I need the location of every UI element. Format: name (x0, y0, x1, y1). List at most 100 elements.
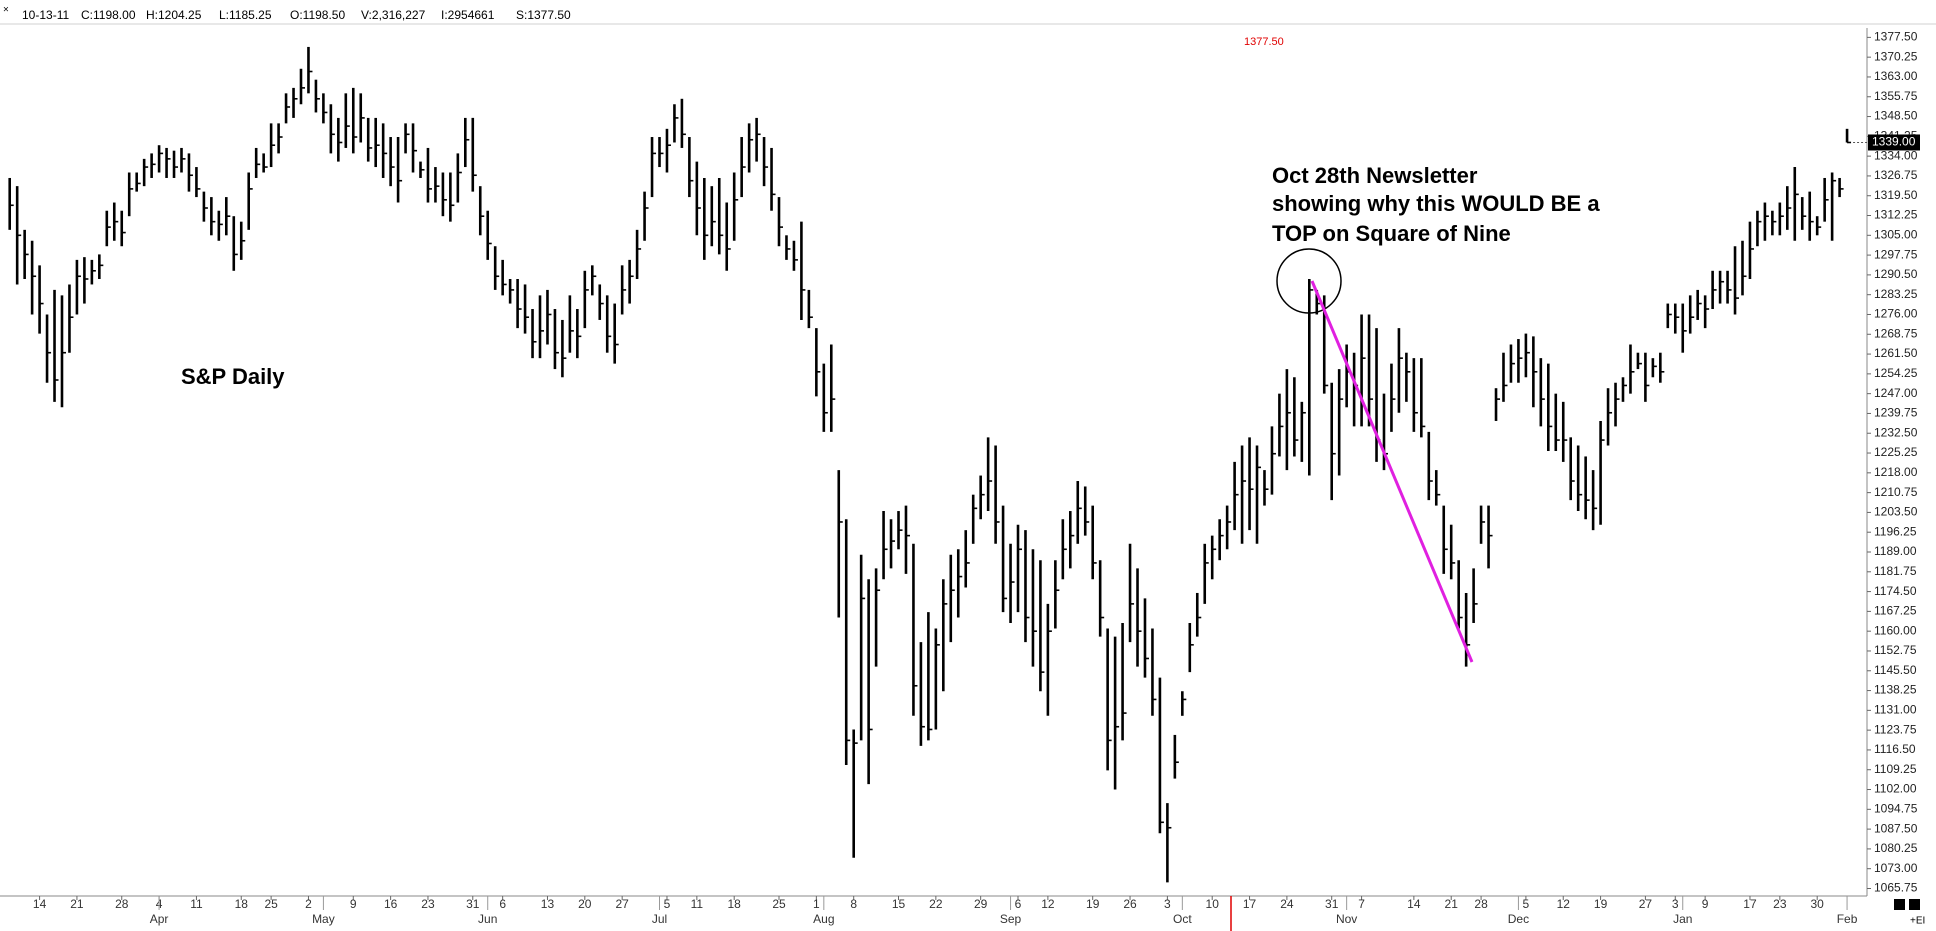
x-tick-label: 5 (1523, 897, 1530, 911)
status-item: L:1185.25 (219, 8, 272, 22)
close-button[interactable]: × (3, 5, 9, 16)
annotation: TOP on Square of Nine (1272, 221, 1511, 246)
y-tick-label: 1116.50 (1874, 742, 1916, 756)
last-price-box (1868, 134, 1920, 151)
x-tick-label: 8 (850, 897, 857, 911)
y-tick-label: 1297.75 (1874, 247, 1918, 261)
y-tick-label: 1370.25 (1874, 49, 1918, 63)
y-tick-label: 1196.25 (1874, 524, 1917, 538)
month-label: Jun (478, 912, 497, 926)
status-item: H:1204.25 (146, 8, 202, 22)
month-label: Apr (150, 912, 169, 926)
annotation: showing why this WOULD BE a (1272, 191, 1600, 216)
status-item: S:1377.50 (516, 8, 571, 22)
status-item: I:2954661 (441, 8, 495, 22)
y-tick-label: 1261.50 (1874, 346, 1918, 360)
y-tick-label: 1160.00 (1874, 623, 1917, 637)
x-tick-label: 16 (384, 897, 398, 911)
highlight-circle (1276, 248, 1342, 314)
y-tick-label: 1065.75 (1874, 881, 1918, 895)
y-tick-label: 1312.25 (1874, 208, 1918, 222)
x-tick-label: 23 (421, 897, 435, 911)
y-tick-label: 1102.00 (1874, 782, 1917, 796)
month-label: Oct (1173, 912, 1192, 926)
x-tick-label: 17 (1243, 897, 1257, 911)
last-price-label: 1339.00 (1872, 135, 1916, 149)
cursor-label: 1377.50 (1244, 36, 1284, 48)
y-tick-label: 1087.50 (1874, 821, 1918, 835)
x-tick-label: 27 (615, 897, 629, 911)
x-tick-label: 27 (1639, 897, 1653, 911)
month-label: Jul (652, 912, 667, 926)
y-tick-label: 1218.00 (1874, 465, 1918, 479)
month-label: Jan (1673, 912, 1692, 926)
x-tick-label: 11 (190, 897, 203, 911)
x-tick-label: 7 (1358, 897, 1365, 911)
x-tick-label: 14 (33, 897, 47, 911)
y-tick-label: 1363.00 (1874, 69, 1918, 83)
y-tick-label: 1268.75 (1874, 326, 1918, 340)
x-tick-label: 6 (499, 897, 506, 911)
y-tick-label: 1080.25 (1874, 841, 1918, 855)
status-item: C:1198.00 (81, 8, 136, 22)
x-tick-label: 18 (235, 897, 249, 911)
month-label: Sep (1000, 912, 1022, 926)
x-tick-label: 9 (1702, 897, 1709, 911)
x-tick-label: 19 (1086, 897, 1100, 911)
y-tick-label: 1355.75 (1874, 89, 1918, 103)
x-tick-label: 18 (728, 897, 742, 911)
corner-square[interactable] (1894, 899, 1905, 910)
trend-line (1310, 280, 1474, 663)
y-tick-label: 1094.75 (1874, 801, 1918, 815)
x-tick-label: 28 (1474, 897, 1488, 911)
x-tick-label: 5 (664, 897, 671, 911)
y-tick-label: 1348.50 (1874, 109, 1918, 123)
y-tick-label: 1334.00 (1874, 148, 1918, 162)
y-tick-label: 1174.50 (1874, 584, 1917, 598)
y-tick-label: 1167.25 (1874, 604, 1917, 618)
x-tick-label: 31 (1325, 897, 1339, 911)
y-tick-label: 1138.25 (1874, 683, 1917, 697)
plot-area (8, 46, 1852, 883)
x-tick-label: 24 (1280, 897, 1294, 911)
y-tick-label: 1225.25 (1874, 445, 1918, 459)
month-label: Dec (1508, 912, 1529, 926)
y-tick-label: 1145.50 (1874, 663, 1917, 677)
x-tick-label: 29 (974, 897, 988, 911)
x-tick-label: 21 (70, 897, 84, 911)
y-tick-label: 1210.75 (1874, 485, 1918, 499)
y-tick-label: 1203.50 (1874, 505, 1918, 519)
x-tick-label: 25 (264, 897, 278, 911)
y-tick-label: 1305.00 (1874, 227, 1918, 241)
y-tick-label: 1109.25 (1874, 762, 1917, 776)
x-tick-label: 20 (578, 897, 592, 911)
corner-label[interactable]: +EI (1910, 916, 1925, 927)
x-tick-label: 6 (1015, 897, 1022, 911)
status-item: V:2,316,227 (361, 8, 426, 22)
y-tick-label: 1319.50 (1874, 188, 1918, 202)
y-tick-label: 1181.75 (1874, 564, 1917, 578)
x-tick-label: 3 (1164, 897, 1171, 911)
x-tick-label: 23 (1773, 897, 1787, 911)
corner-square[interactable] (1909, 899, 1920, 910)
x-tick-label: 9 (350, 897, 357, 911)
x-tick-label: 17 (1743, 897, 1757, 911)
x-tick-label: 1 (813, 897, 820, 911)
annotation: Oct 28th Newsletter (1272, 163, 1478, 188)
y-tick-label: 1290.50 (1874, 267, 1918, 281)
x-tick-label: 19 (1594, 897, 1608, 911)
y-tick-label: 1073.00 (1874, 861, 1918, 875)
x-tick-label: 3 (1672, 897, 1679, 911)
month-label: Nov (1336, 912, 1357, 926)
status-item: O:1198.50 (290, 8, 345, 22)
x-tick-label: 12 (1041, 897, 1055, 911)
x-tick-label: 10 (1206, 897, 1220, 911)
series-label: S&P Daily (181, 364, 285, 389)
x-tick-label: 12 (1557, 897, 1571, 911)
x-tick-label: 26 (1123, 897, 1137, 911)
x-tick-label: 2 (305, 897, 312, 911)
y-tick-label: 1123.75 (1874, 722, 1917, 736)
x-tick-label: 14 (1407, 897, 1421, 911)
